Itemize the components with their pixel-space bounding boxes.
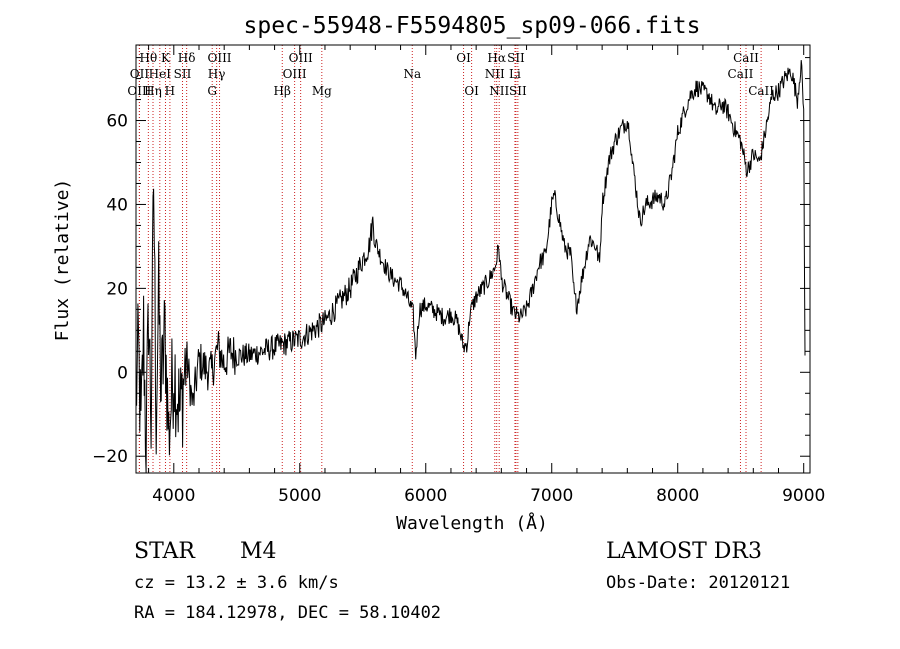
line-label: CaII [728,67,754,81]
y-tick-label: −20 [92,447,128,467]
object-subclass: M4 [240,539,277,564]
axis-ticks: 4000 5000 6000 7000 8000 9000 −20 0 20 40 60 [92,45,825,506]
line-label: SII [174,67,192,81]
ra-dec-coordinates: RA = 184.12978, DEC = 58.10402 [134,603,442,623]
y-axis-label: Flux (relative) [52,179,73,342]
x-tick-label: 8000 [656,486,699,506]
y-tick-label: 40 [106,195,128,215]
object-class: STAR [134,539,195,564]
line-label: NII [489,84,509,98]
line-label: OI [464,84,479,98]
line-label: OIII [207,51,231,65]
line-label: OII [130,67,150,81]
y-tick-label: 60 [106,112,128,132]
redshift-velocity: cz = 13.2 ± 3.6 km/s [134,573,339,593]
line-label: CaII [733,51,759,65]
line-label: Hα [487,51,506,65]
line-label: Hδ [178,51,196,65]
line-label: CaII [748,84,774,98]
x-tick-label: 6000 [404,486,447,506]
line-label: SII [509,84,527,98]
line-label: G [207,84,217,98]
line-label: OIII [289,51,313,65]
x-tick-label: 7000 [530,486,573,506]
line-label: OI [456,51,471,65]
spectrum-line [135,60,806,474]
line-label: OIII [283,67,307,81]
y-tick-label: 0 [117,363,128,383]
emission-line-labels: Hθ OII OIII K HeI Hη Hδ SII H OIII Hγ G OIII OIII Hβ Mg… [127,51,774,98]
line-label: Li [509,67,521,81]
line-label: Hθ [139,51,157,65]
x-tick-label: 5000 [278,486,321,506]
survey-name: LAMOST DR3 [606,539,762,564]
line-label: K [161,51,171,65]
line-label: Hβ [274,84,291,98]
x-tick-label: 9000 [782,486,825,506]
chart-title: spec-55948-F5594805_sp09-066.fits [244,13,701,39]
line-label: Na [403,67,421,81]
y-tick-label: 20 [106,279,128,299]
line-label: H [165,84,175,98]
line-label: SII [507,51,525,65]
line-label: HeI [149,67,172,81]
line-label: Hγ [208,67,226,81]
emission-line-markers [138,45,762,473]
plot-frame [135,44,811,474]
line-label: OIII [127,84,151,98]
line-label: NII [485,67,505,81]
x-tick-label: 4000 [152,486,195,506]
line-label: Hη [144,84,162,98]
line-label: Mg [312,84,332,98]
observation-date: Obs-Date: 20120121 [606,573,791,593]
x-axis-label: Wavelength (Å) [396,512,548,534]
